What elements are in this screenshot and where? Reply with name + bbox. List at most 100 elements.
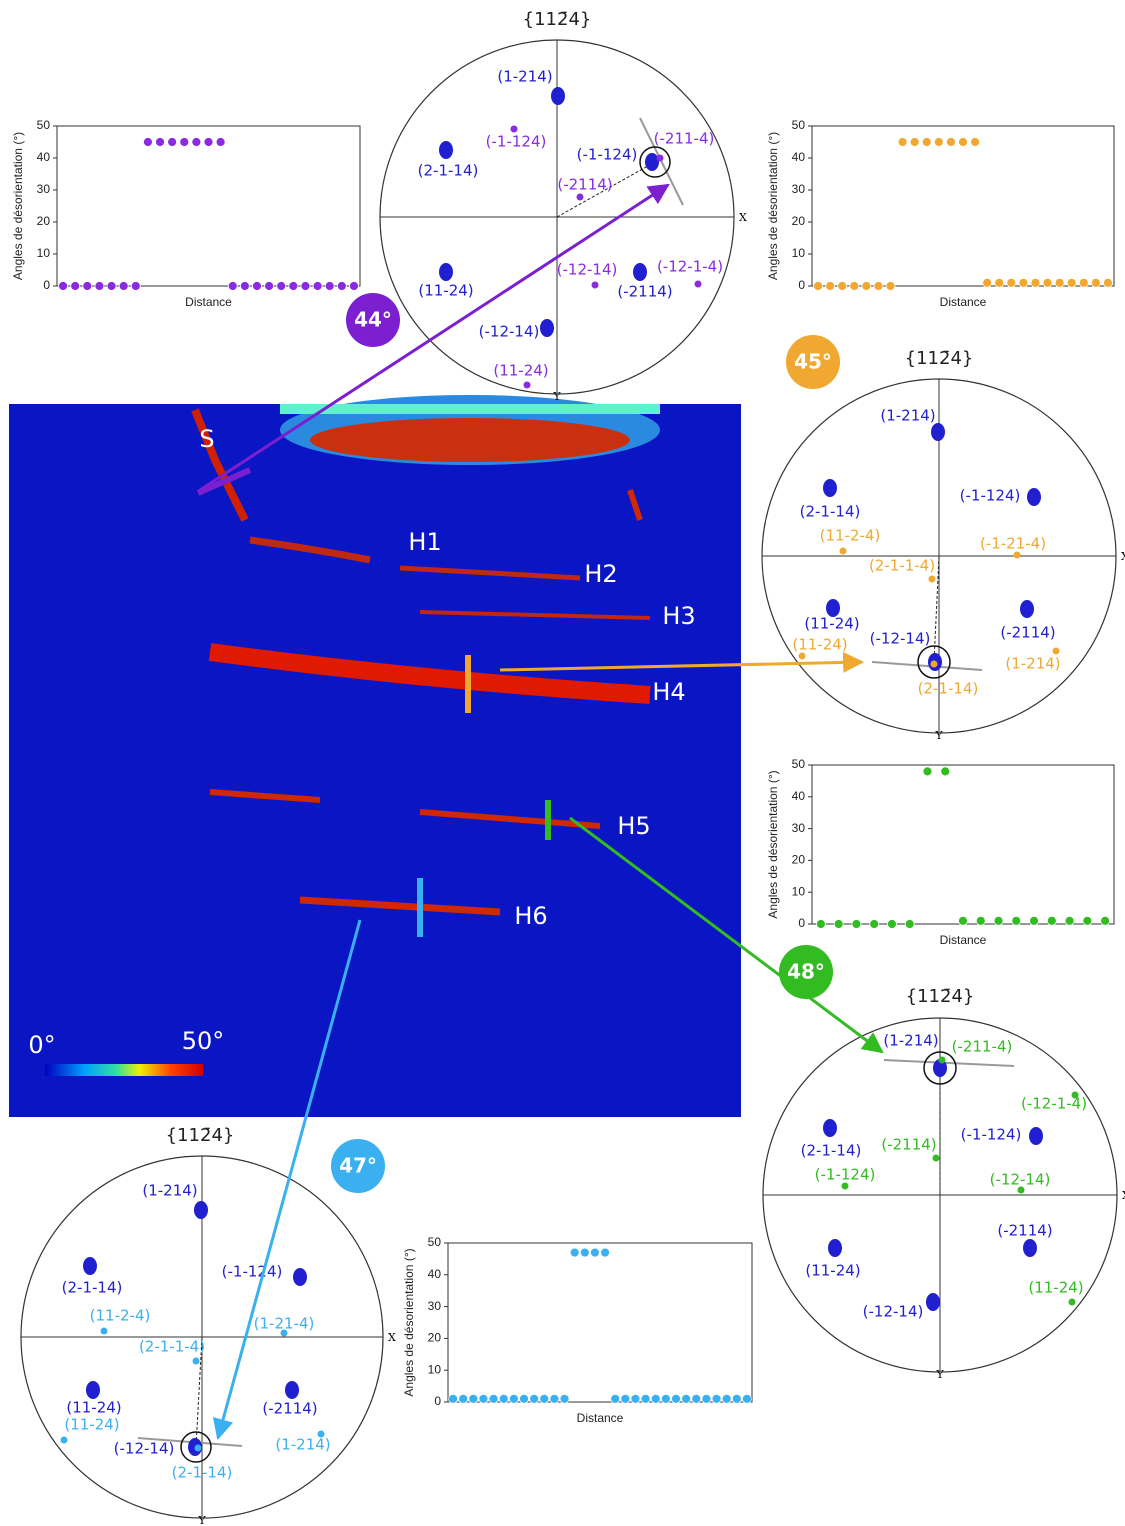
data-point <box>508 1393 519 1404</box>
data-point <box>118 281 129 291</box>
pole-cluster <box>1023 1239 1037 1257</box>
pole-label: (11-2-4) <box>90 1307 151 1325</box>
data-point <box>904 919 915 929</box>
y-tick-label: 10 <box>792 246 806 260</box>
pole-label: (2-1-14) <box>918 680 979 698</box>
data-point <box>1006 277 1017 288</box>
pole-dot <box>1068 1298 1076 1306</box>
data-point <box>970 137 980 147</box>
data-point <box>873 281 884 291</box>
data-point <box>711 1393 722 1404</box>
pole-dot <box>1071 1091 1079 1099</box>
arrow <box>212 919 362 1441</box>
axis-letter: X <box>739 211 747 224</box>
data-point <box>227 281 238 291</box>
data-point <box>559 1393 570 1404</box>
pole-cluster <box>551 87 565 105</box>
data-point <box>600 1247 610 1258</box>
y-tick-label: 30 <box>428 1299 442 1313</box>
data-point <box>825 281 836 291</box>
pole-label: (-12-1-4) <box>657 258 723 276</box>
x-axis-label: Distance <box>185 295 232 309</box>
data-point <box>958 137 968 147</box>
data-point <box>1100 915 1111 926</box>
data-point <box>1090 277 1101 288</box>
highlight-circle <box>917 645 951 679</box>
pole-label: (1-214) <box>275 1436 330 1454</box>
data-point <box>448 1393 458 1404</box>
pole-cluster <box>540 319 554 337</box>
data-point <box>813 281 823 291</box>
data-point <box>909 137 920 147</box>
data-point <box>1029 915 1039 926</box>
data-point <box>239 281 250 291</box>
pole-label: (-211-4) <box>952 1038 1013 1056</box>
y-tick-label: 10 <box>37 246 51 260</box>
data-point <box>660 1393 671 1404</box>
dashed-line <box>195 1336 203 1448</box>
pole-label: (1-21-4) <box>254 1315 315 1333</box>
pole-label: (1-214) <box>497 68 552 86</box>
data-point <box>142 137 153 147</box>
data-point <box>488 1393 499 1404</box>
pole-label: (-12-1-4) <box>1021 1095 1087 1113</box>
pole-cluster <box>645 153 659 171</box>
pole-dot <box>60 1436 68 1444</box>
pole-dot <box>930 660 938 668</box>
data-point <box>215 137 226 147</box>
data-point <box>922 766 933 777</box>
pole-label: (-1-124) <box>577 146 638 164</box>
data-point <box>897 137 908 147</box>
pole-label: (-2114) <box>557 176 612 194</box>
x-axis-label: Distance <box>940 933 987 947</box>
data-point <box>982 277 993 288</box>
data-point <box>671 1393 681 1404</box>
pole-label: (-1-124) <box>961 1126 1022 1144</box>
y-tick-label: 30 <box>37 182 51 196</box>
pole-dot <box>591 281 599 289</box>
data-point <box>833 919 844 929</box>
pole-cluster <box>1027 488 1041 506</box>
angle-badge-label: 48° <box>787 960 825 984</box>
data-point <box>191 137 202 147</box>
data-point <box>701 1393 712 1404</box>
pole-label: (11-24) <box>418 282 473 300</box>
pole-label: (-12-14) <box>557 261 618 279</box>
pole-cluster <box>826 599 840 617</box>
data-point <box>885 281 896 291</box>
pole-figure-title: {112̄4} <box>906 986 975 1007</box>
y-tick-label: 50 <box>37 118 51 132</box>
y-tick-label: 40 <box>792 150 806 164</box>
data-point <box>300 281 311 291</box>
pole-dot <box>523 381 531 389</box>
data-point <box>940 766 951 777</box>
pole-figure-title: {112̄4} <box>523 9 592 30</box>
axis-letter: Y <box>935 1368 944 1381</box>
pole-label: (-2114) <box>617 283 672 301</box>
x-axis-label: Distance <box>577 1411 624 1425</box>
pole-dot <box>317 1430 325 1438</box>
data-point <box>869 919 880 929</box>
pole-cluster <box>86 1381 100 1399</box>
arrow <box>499 651 865 673</box>
pole-label: (2-1-14) <box>800 503 861 521</box>
data-point <box>1064 915 1075 926</box>
data-point <box>519 1393 529 1404</box>
data-point <box>468 1393 479 1404</box>
data-point <box>498 1393 509 1404</box>
data-point <box>94 281 105 291</box>
pole-label: (-12-14) <box>990 1171 1051 1189</box>
data-point <box>252 281 262 291</box>
data-point <box>620 1393 631 1404</box>
data-point <box>1082 915 1093 926</box>
pole-label: (-2114) <box>262 1400 317 1418</box>
dashed-line <box>556 161 656 218</box>
pole-label: (-12-14) <box>114 1440 175 1458</box>
y-axis-label: Angles de désorientation (°) <box>402 1248 416 1396</box>
pole-cluster <box>285 1381 299 1399</box>
angle-badge <box>786 335 840 389</box>
pole-label: (-12-14) <box>870 630 931 648</box>
axis-letter: X <box>388 1331 396 1344</box>
data-point <box>1046 915 1057 926</box>
